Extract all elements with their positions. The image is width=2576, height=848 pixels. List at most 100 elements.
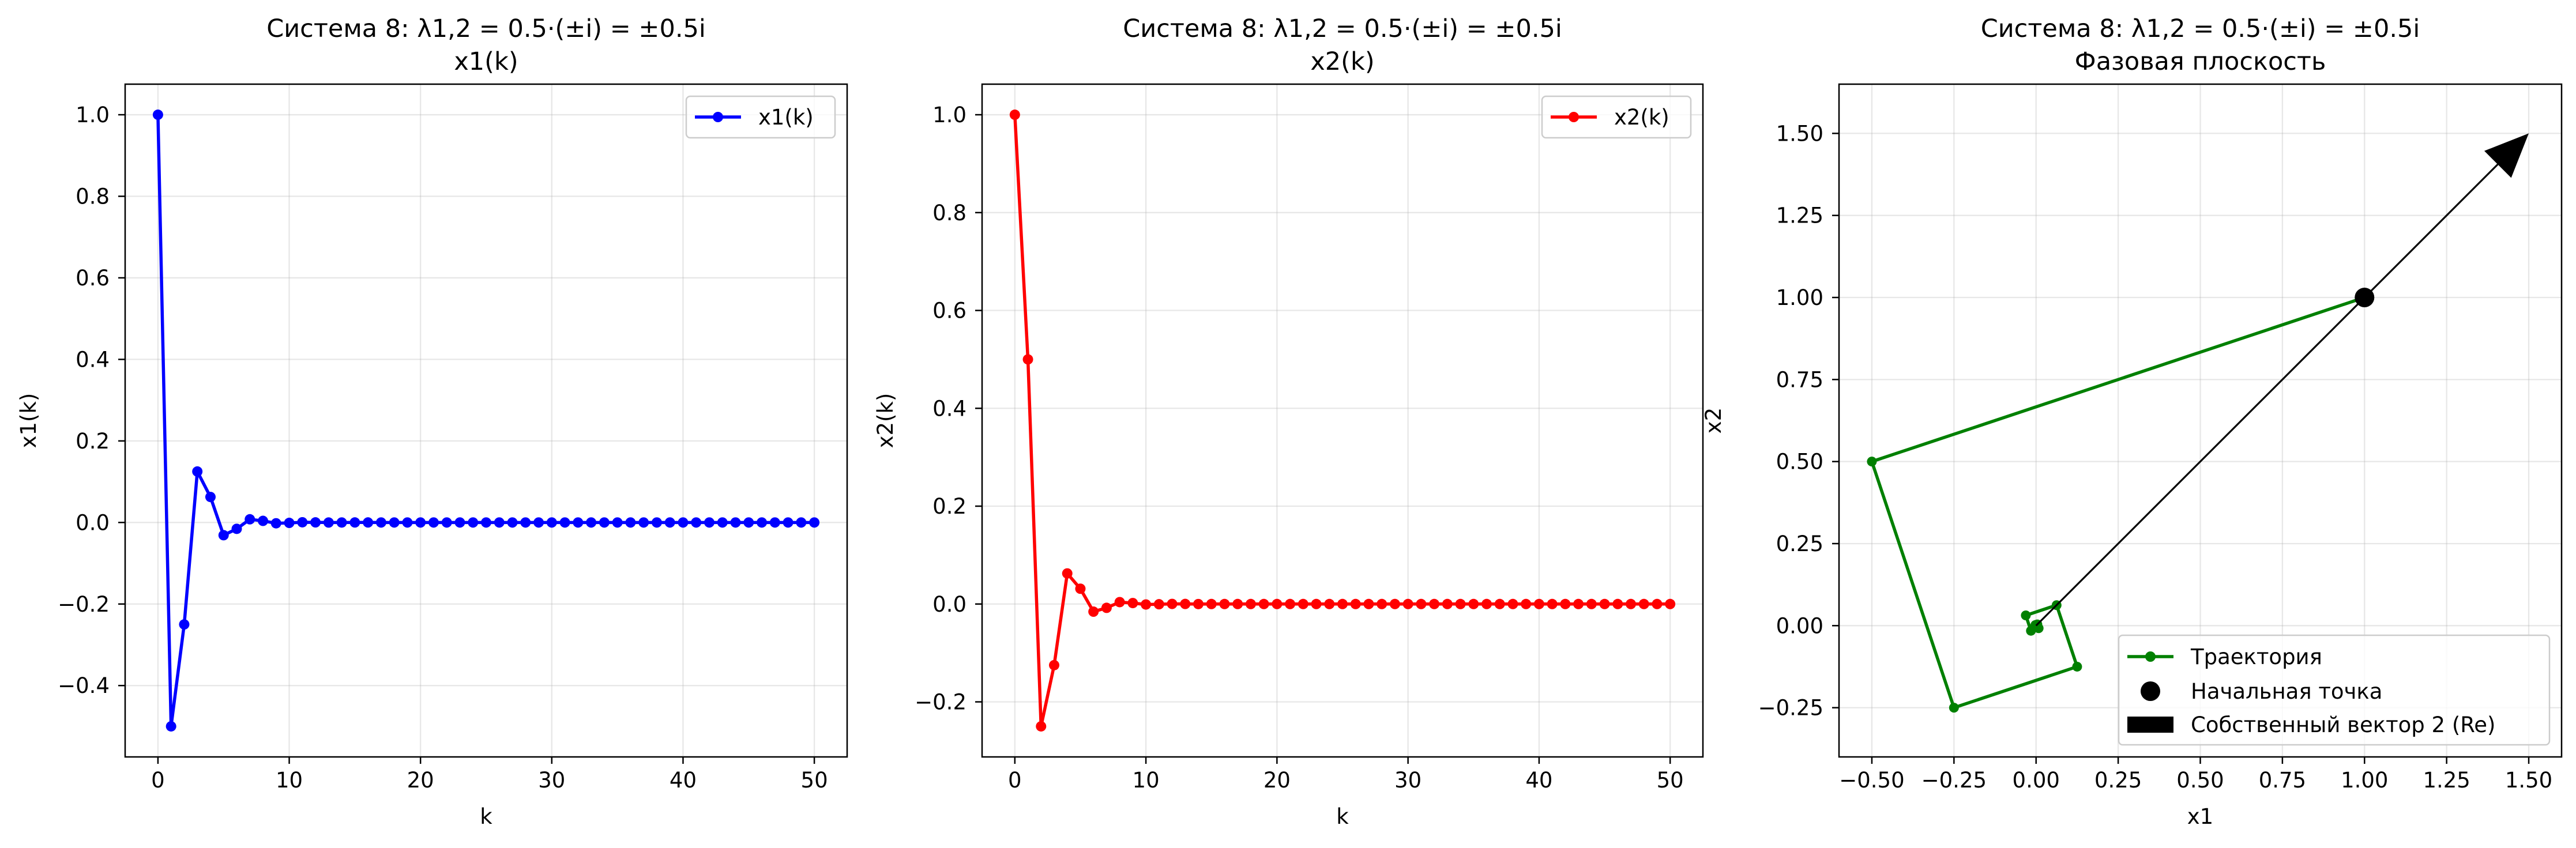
y-tick-label: 0.25: [1776, 532, 1823, 556]
y-tick-label: 1.25: [1776, 203, 1823, 228]
x-tick-label: 50: [801, 768, 828, 793]
data-point: [375, 517, 386, 528]
data-point: [152, 110, 163, 120]
data-point: [1075, 583, 1086, 594]
data-point: [1193, 598, 1204, 609]
x-tick-label: 20: [1263, 768, 1291, 793]
data-point: [678, 517, 689, 528]
chart-title: Система 8: λ1,2 = 0.5·(±i) = ±0.5i: [266, 14, 706, 43]
x-tick-label: 10: [276, 768, 303, 793]
data-point: [1101, 602, 1112, 613]
data-point: [297, 517, 308, 527]
x-tick-label: 0.50: [2176, 768, 2224, 793]
x-tick-label: 40: [670, 768, 697, 793]
x-tick-label: 40: [1525, 768, 1552, 793]
legend-label: Собственный вектор 2 (Re): [2191, 713, 2496, 737]
trajectory-point: [1949, 703, 1959, 713]
data-point: [730, 517, 741, 528]
data-point: [1062, 568, 1073, 579]
y-tick-label: 1.00: [1776, 285, 1823, 310]
series-line: [1013, 114, 1671, 728]
data-point: [258, 515, 269, 526]
data-point: [533, 517, 544, 528]
data-point: [1206, 598, 1217, 609]
x-tick-label: 0.75: [2259, 768, 2306, 793]
trajectory-point: [2072, 661, 2082, 672]
data-point: [664, 517, 675, 528]
data-point: [1533, 598, 1544, 609]
data-point: [218, 530, 229, 541]
data-point: [599, 517, 610, 528]
data-point: [494, 517, 505, 528]
x-tick-label: 20: [407, 768, 434, 793]
chart-title: Система 8: λ1,2 = 0.5·(±i) = ±0.5i: [1981, 14, 2420, 43]
y-tick-label: 0.75: [1776, 367, 1823, 392]
plot-area: [1009, 110, 1676, 732]
x-axis-label: x1: [2187, 804, 2213, 829]
data-point: [363, 517, 374, 528]
series-line: [156, 114, 815, 728]
data-point: [1153, 599, 1164, 610]
data-point: [783, 517, 794, 528]
legend-marker: [713, 112, 723, 122]
data-point: [349, 517, 360, 528]
legend-label: x1(k): [758, 105, 814, 130]
data-point: [1416, 598, 1427, 609]
data-point: [638, 517, 649, 528]
data-point: [573, 517, 584, 528]
chart-subtitle: Фазовая плоскость: [2075, 47, 2326, 76]
legend-patch: [2127, 717, 2173, 733]
y-tick-label: 0.00: [1776, 613, 1823, 638]
data-point: [1652, 598, 1663, 609]
data-point: [717, 517, 728, 528]
data-point: [507, 517, 518, 528]
y-tick-label: 0.4: [76, 347, 110, 372]
data-point: [454, 517, 465, 528]
panel-x1: Система 8: λ1,2 = 0.5·(±i) = ±0.5i x1(k) 0…: [16, 14, 848, 829]
y-tick-label: 0.2: [76, 429, 110, 454]
x-tick-label: 30: [538, 768, 565, 793]
data-point: [166, 721, 176, 732]
data-point: [1363, 598, 1374, 609]
data-point: [336, 517, 347, 528]
data-point: [1127, 598, 1138, 609]
data-point: [1573, 598, 1584, 609]
data-point: [1009, 110, 1020, 120]
data-point: [1507, 598, 1518, 609]
data-point: [612, 517, 623, 528]
data-point: [1298, 598, 1308, 609]
y-tick-label: −0.4: [58, 673, 110, 698]
legend-label: Траектория: [2190, 645, 2322, 669]
legend-label: x2(k): [1614, 105, 1669, 130]
data-point: [179, 619, 190, 630]
x-tick-label: 10: [1133, 768, 1160, 793]
data-point: [1285, 598, 1296, 609]
trajectory-point: [1867, 457, 1877, 467]
eigenvector-shaft: [2035, 163, 2499, 627]
data-point: [1468, 598, 1479, 609]
legend-marker: [2141, 681, 2160, 701]
data-point: [428, 517, 439, 528]
data-point: [1494, 598, 1505, 609]
x-tick-label: 0.25: [2094, 768, 2142, 793]
data-point: [1626, 598, 1636, 609]
y-tick-label: −0.2: [58, 592, 110, 617]
axes-frame: [1838, 83, 2563, 758]
y-tick-label: 1.50: [1776, 121, 1823, 146]
data-point: [743, 517, 754, 528]
data-point: [1311, 598, 1322, 609]
data-point: [1586, 598, 1597, 609]
data-point: [231, 523, 242, 534]
chart-subtitle: x1(k): [454, 47, 518, 76]
data-point: [1547, 598, 1558, 609]
data-point: [323, 517, 334, 528]
x-axis-label: k: [480, 804, 492, 829]
x-tick-label: 0: [1008, 768, 1022, 793]
y-tick-label: 0.6: [76, 266, 110, 291]
y-tick-label: 0.4: [932, 396, 967, 421]
y-tick-label: 0.2: [932, 494, 967, 519]
data-point: [559, 517, 570, 528]
y-axis-label: x2(k): [873, 393, 898, 449]
data-point: [1114, 597, 1125, 608]
